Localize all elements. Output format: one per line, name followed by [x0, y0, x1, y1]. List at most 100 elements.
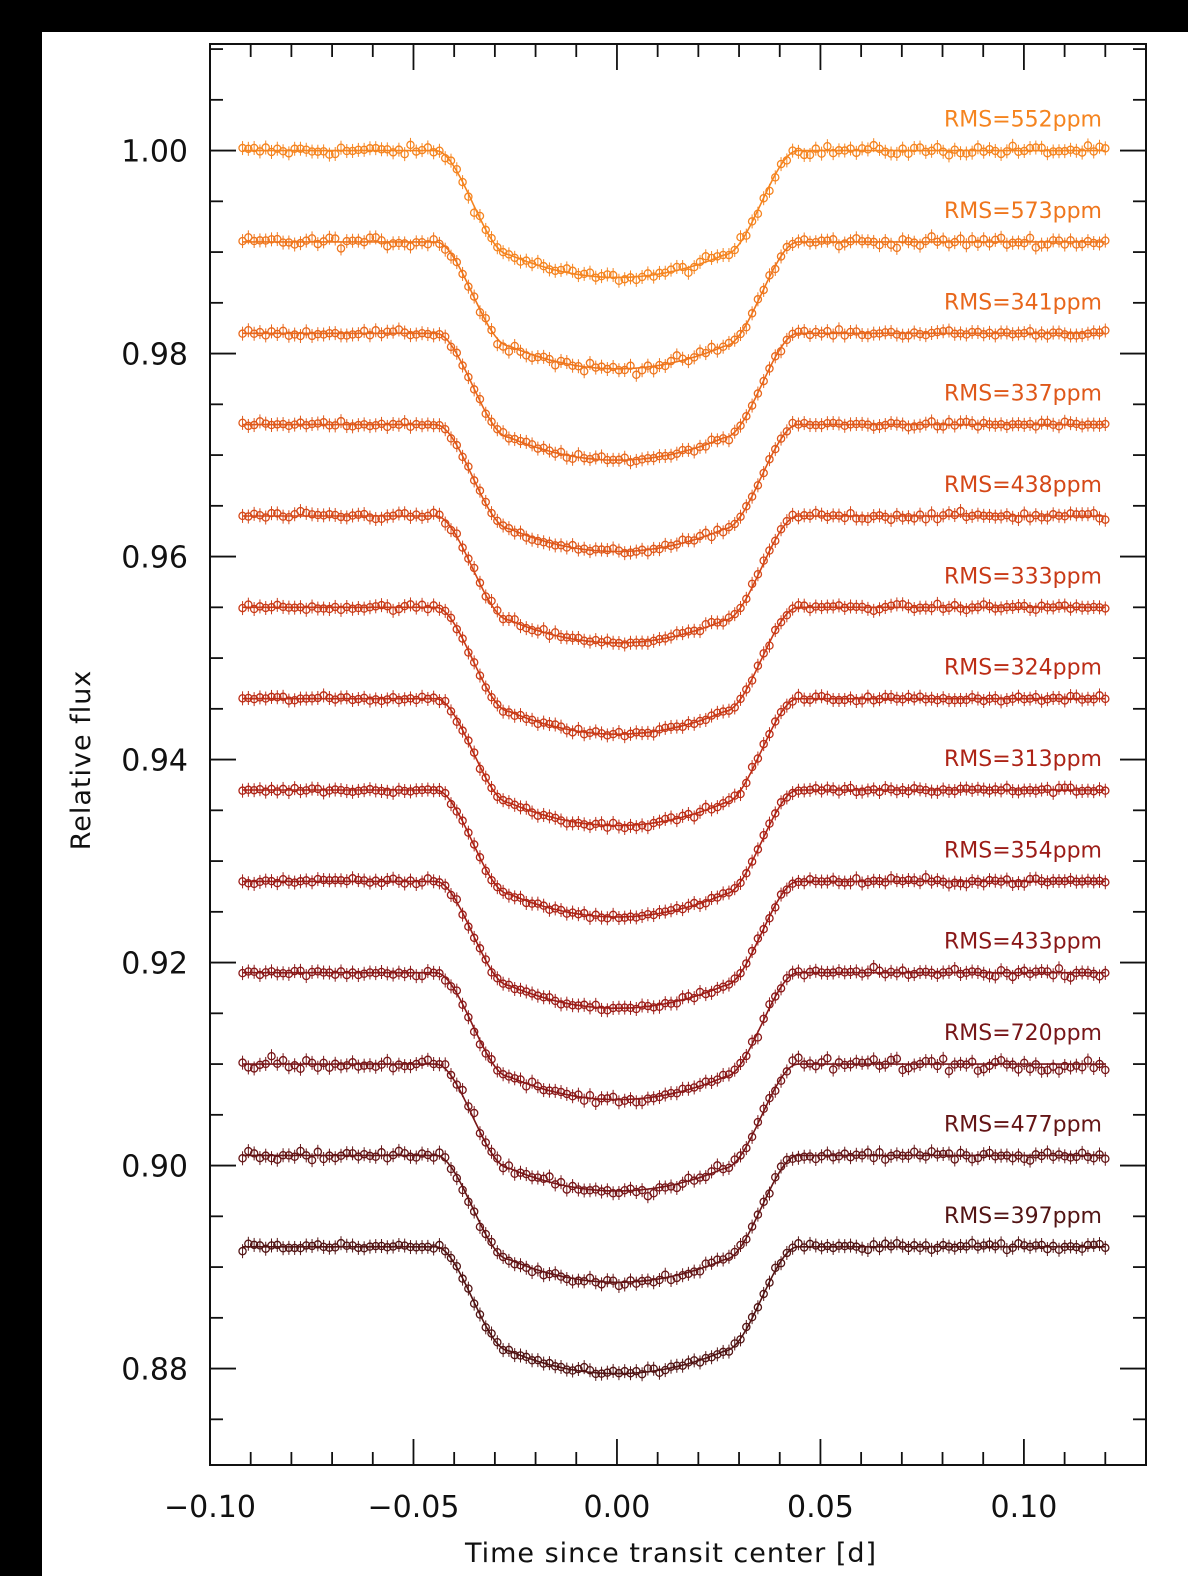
data-point — [533, 811, 543, 820]
model-fit-line — [242, 1063, 1106, 1192]
data-point — [765, 819, 774, 828]
data-point — [695, 1267, 705, 1276]
data-point — [1077, 148, 1087, 157]
data-point — [718, 1070, 728, 1080]
data-point — [562, 909, 572, 918]
data-point — [840, 421, 849, 431]
data-point — [718, 342, 728, 351]
data-point — [909, 1061, 919, 1070]
data-point — [834, 695, 844, 705]
data-point — [771, 992, 780, 1001]
data-point — [1037, 966, 1046, 976]
data-point — [753, 1303, 763, 1312]
data-point — [603, 636, 612, 645]
data-point — [1019, 509, 1029, 518]
data-point — [828, 695, 838, 705]
data-point — [776, 524, 786, 534]
data-point — [649, 272, 658, 281]
data-point — [927, 787, 936, 796]
data-point — [412, 147, 421, 156]
data-point — [371, 1152, 380, 1162]
data-point — [284, 421, 294, 431]
data-point — [840, 878, 849, 887]
data-point — [776, 252, 786, 261]
data-point — [938, 1240, 948, 1250]
data-point — [1077, 786, 1087, 796]
data-point — [1048, 510, 1058, 519]
data-point — [377, 145, 386, 154]
data-point — [747, 401, 757, 410]
data-point — [1072, 331, 1081, 340]
data-point — [759, 285, 768, 295]
data-point — [933, 422, 942, 431]
data-point — [632, 728, 641, 737]
x-tick-label: 0.10 — [991, 1490, 1058, 1525]
data-point — [794, 327, 803, 336]
data-point — [736, 1335, 745, 1344]
data-point — [765, 1093, 774, 1103]
data-point — [597, 818, 606, 828]
data-point — [881, 783, 890, 793]
data-point — [713, 893, 722, 902]
data-point — [1101, 878, 1110, 887]
data-point — [1031, 510, 1041, 520]
rms-label: RMS=477ppm — [944, 1112, 1102, 1137]
light-curve-8 — [238, 780, 1110, 926]
data-point — [267, 967, 276, 976]
data-point — [469, 476, 479, 485]
data-point — [597, 1280, 606, 1289]
data-point — [713, 1161, 722, 1170]
data-point — [695, 807, 705, 817]
data-point — [956, 604, 965, 613]
data-point — [736, 878, 745, 888]
data-point — [799, 326, 809, 336]
data-point — [979, 330, 988, 339]
data-point — [632, 456, 641, 466]
data-point — [846, 1241, 855, 1250]
data-point — [342, 421, 352, 431]
data-point — [446, 707, 456, 716]
x-tick-label: −0.10 — [164, 1490, 256, 1525]
data-point — [481, 955, 490, 964]
data-point — [1072, 787, 1081, 796]
data-point — [1083, 1240, 1093, 1250]
data-point — [950, 695, 960, 705]
data-point — [307, 147, 317, 156]
data-point — [695, 716, 705, 726]
data-point — [759, 193, 768, 203]
data-point — [273, 600, 282, 610]
data-point — [1002, 328, 1012, 337]
data-point — [962, 512, 971, 522]
data-point — [301, 327, 311, 336]
data-point — [626, 361, 635, 371]
data-point — [319, 788, 328, 797]
data-point — [1054, 236, 1064, 245]
data-point — [771, 717, 780, 726]
data-point — [255, 602, 265, 611]
data-point — [458, 361, 467, 370]
data-point — [278, 692, 288, 702]
data-point — [1031, 967, 1041, 976]
data-point — [313, 604, 323, 613]
data-point — [273, 878, 282, 888]
data-point — [383, 787, 392, 797]
data-point — [458, 269, 467, 279]
data-point — [840, 784, 849, 794]
data-point — [678, 993, 687, 1002]
data-point — [1025, 326, 1035, 336]
light-curve-6 — [238, 596, 1110, 744]
data-point — [284, 1243, 294, 1253]
data-point — [255, 147, 265, 156]
data-point — [771, 352, 780, 361]
data-point — [475, 486, 485, 495]
data-point — [1089, 147, 1098, 156]
data-point — [666, 356, 676, 366]
data-point — [516, 803, 525, 812]
data-point — [637, 1001, 647, 1010]
data-point — [765, 364, 774, 373]
model-fit-line — [242, 606, 1106, 735]
data-point — [742, 411, 751, 421]
data-point — [1083, 509, 1093, 519]
data-point — [991, 1152, 1000, 1161]
